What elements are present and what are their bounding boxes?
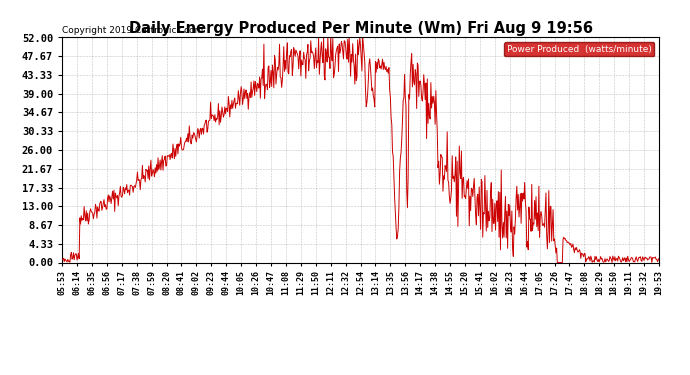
Text: Copyright 2019 Cartronics.com: Copyright 2019 Cartronics.com xyxy=(62,26,204,35)
Title: Daily Energy Produced Per Minute (Wm) Fri Aug 9 19:56: Daily Energy Produced Per Minute (Wm) Fr… xyxy=(128,21,593,36)
Legend: Power Produced  (watts/minute): Power Produced (watts/minute) xyxy=(504,42,654,56)
